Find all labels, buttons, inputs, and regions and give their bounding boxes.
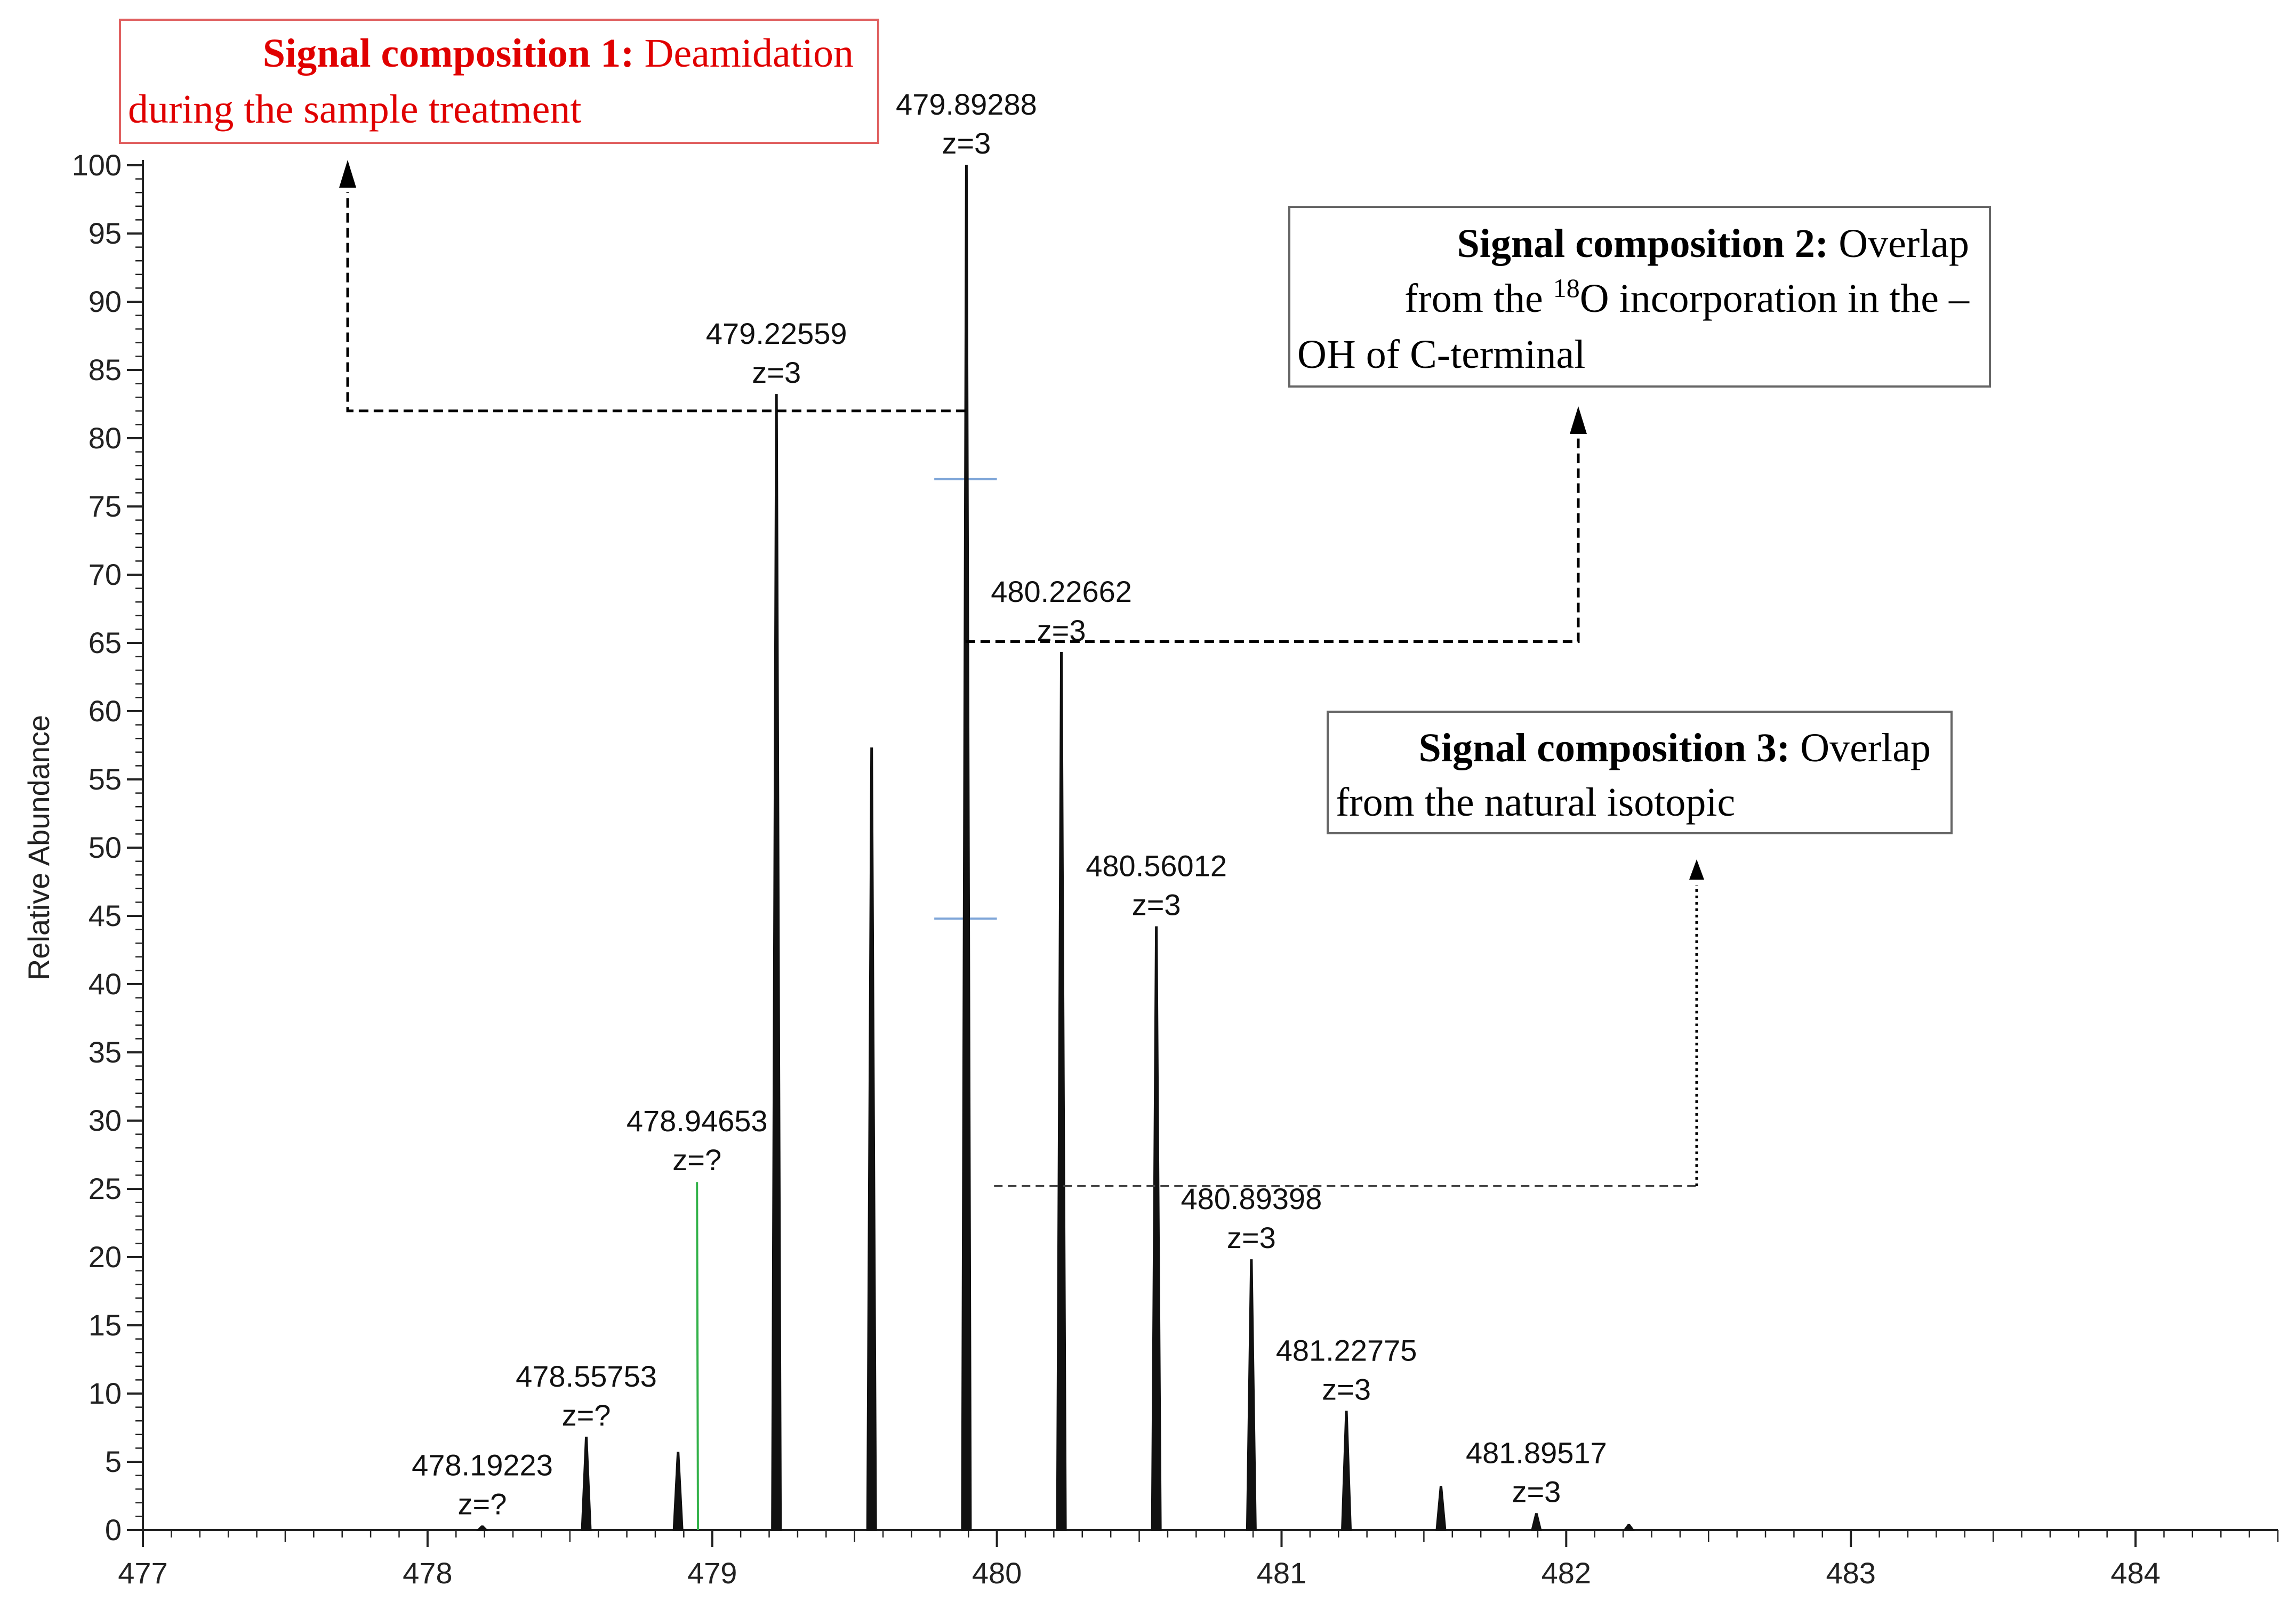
- callout-2-line-3: OH of C-terminal: [1297, 332, 1585, 377]
- spectrum-peak: [1435, 1486, 1447, 1531]
- peak-charge-label: z=3: [1512, 1475, 1561, 1508]
- x-tick-label: 477: [118, 1556, 167, 1590]
- peak-charge-label: z=3: [1132, 888, 1181, 921]
- x-tick-label: 480: [972, 1556, 1022, 1590]
- callout-bold-label: Signal composition 3:: [1418, 726, 1790, 770]
- y-axis-title: Relative Abundance: [22, 715, 55, 980]
- peak-labels-group: 478.19223 z=? 478.55753 z=? 478.94653 z=? 479.…: [412, 87, 1607, 1520]
- callout-1-line-2: during the sample treatment: [128, 87, 582, 132]
- callout-composition-3: Signal composition 3: Overlap from the n…: [1327, 711, 1953, 834]
- y-tick-label: 15: [89, 1308, 122, 1342]
- y-tick-label: 70: [89, 558, 122, 591]
- spectrum-peak: [1246, 1259, 1257, 1531]
- peak-mass-label: 478.55753: [516, 1359, 657, 1393]
- peak-charge-label: z=?: [672, 1143, 721, 1177]
- peak-mass-label: 478.19223: [412, 1448, 553, 1482]
- peak-charge-label: z=3: [942, 126, 991, 160]
- peak-charge-label: z=3: [1227, 1221, 1276, 1254]
- callout-3-box: [1327, 711, 1953, 834]
- y-tick-label: 5: [105, 1445, 122, 1478]
- callout-1-line-1: Signal composition 1: Deamidation: [263, 31, 854, 76]
- callout-2-superscript: 18: [1553, 273, 1580, 303]
- spectrum-peak: [1623, 1524, 1635, 1531]
- callout-description: Deamidation: [634, 31, 854, 76]
- callout-2-box: [1288, 206, 1991, 388]
- peak-mass-label: 478.94653: [627, 1104, 768, 1138]
- arrow-composition-3-head: [1689, 859, 1704, 880]
- arrow-composition-2: [965, 437, 1580, 643]
- x-tick-label: 479: [687, 1556, 737, 1590]
- callout-description: Overlap: [1790, 726, 1931, 770]
- peak-mass-label: 480.56012: [1086, 849, 1227, 882]
- x-tick-label: 482: [1542, 1556, 1591, 1590]
- y-tick-label: 75: [89, 489, 122, 523]
- annotation-lines-group: [339, 160, 1704, 1187]
- peak-charge-label: z=3: [1322, 1372, 1371, 1406]
- y-tick-label: 0: [105, 1513, 122, 1547]
- callout-2-line-1: Signal composition 2: Overlap: [1457, 221, 1969, 266]
- green-leader-line: [696, 1182, 700, 1531]
- axes-group: 0 5 10 15 20 25 30 35 40 45 50 55 60 65 70 75 80 85 90 95 10…: [72, 148, 2279, 1590]
- y-tick-label: 55: [89, 762, 122, 796]
- callout-composition-2: Signal composition 2: Overlap from the 1…: [1288, 206, 1991, 388]
- y-tick-label: 30: [89, 1104, 122, 1137]
- arrow-composition-1: [346, 192, 966, 413]
- x-tick-label: 481: [1257, 1556, 1306, 1590]
- spectrum-peak: [961, 165, 972, 1531]
- peak-mass-label: 481.89517: [1466, 1436, 1607, 1469]
- callout-2-text-part: O incorporation in the –: [1580, 276, 1970, 321]
- y-tick-label: 35: [89, 1035, 122, 1069]
- spectrum-peak: [771, 394, 782, 1531]
- callout-2-text-part: from the: [1404, 276, 1553, 321]
- y-tick-label: 90: [89, 285, 122, 318]
- peak-mass-label: 481.22775: [1276, 1333, 1417, 1367]
- arrow-composition-1-head: [339, 160, 356, 188]
- y-tick-label: 85: [89, 353, 122, 387]
- callout-1-text: Signal composition 1: Deamidation during…: [128, 31, 864, 132]
- x-tick-label: 484: [2110, 1556, 2160, 1590]
- peak-charge-label: z=?: [562, 1398, 611, 1432]
- peaks-group: [476, 165, 1635, 1531]
- callout-3-text: Signal composition 3: Overlap from the n…: [1336, 726, 1941, 825]
- spectrum-peak: [476, 1525, 488, 1531]
- y-tick-label: 80: [89, 421, 122, 455]
- peak-mass-label: 480.22662: [991, 575, 1132, 608]
- callout-bold-label: Signal composition 1:: [263, 31, 635, 76]
- arrow-composition-2-head: [1570, 406, 1587, 434]
- spectrum-peak: [581, 1436, 592, 1531]
- spectrum-peak: [1056, 651, 1067, 1531]
- callout-3-line-2: from the natural isotopic: [1336, 780, 1735, 825]
- y-tick-label: 50: [89, 831, 122, 864]
- callout-1-box: [119, 19, 879, 144]
- x-tick-label: 483: [1826, 1556, 1875, 1590]
- peak-charge-label: z=?: [458, 1487, 507, 1520]
- callout-3-line-1: Signal composition 3: Overlap: [1418, 726, 1931, 770]
- spectrum-peak: [866, 747, 877, 1531]
- callout-2-line-2: from the 18O incorporation in the –: [1404, 273, 1970, 321]
- spectrum-peak: [1341, 1411, 1352, 1531]
- y-tick-label: 40: [89, 967, 122, 1001]
- callout-2-text: Signal composition 2: Overlap from the 1…: [1297, 221, 1979, 377]
- spectrum-peak: [1151, 926, 1162, 1531]
- peak-mass-label: 479.89288: [896, 87, 1037, 121]
- y-tick-label: 20: [89, 1240, 122, 1274]
- y-tick-label: 45: [89, 899, 122, 932]
- callout-description: Overlap: [1828, 221, 1969, 266]
- peak-mass-label: 479.22559: [706, 317, 847, 350]
- callout-bold-label: Signal composition 2:: [1457, 221, 1828, 266]
- y-tick-label: 60: [89, 694, 122, 728]
- y-tick-label: 25: [89, 1172, 122, 1205]
- spectrum-peak: [672, 1452, 684, 1531]
- peak-charge-label: z=3: [752, 356, 801, 389]
- y-tick-label: 100: [72, 148, 122, 182]
- callout-composition-1: Signal composition 1: Deamidation during…: [119, 19, 879, 144]
- x-tick-label: 478: [403, 1556, 452, 1590]
- spectrum-peak: [1531, 1513, 1542, 1531]
- y-tick-label: 10: [89, 1376, 122, 1410]
- peak-mass-label: 480.89398: [1181, 1182, 1322, 1215]
- y-tick-label: 65: [89, 626, 122, 659]
- y-tick-label: 95: [89, 216, 122, 250]
